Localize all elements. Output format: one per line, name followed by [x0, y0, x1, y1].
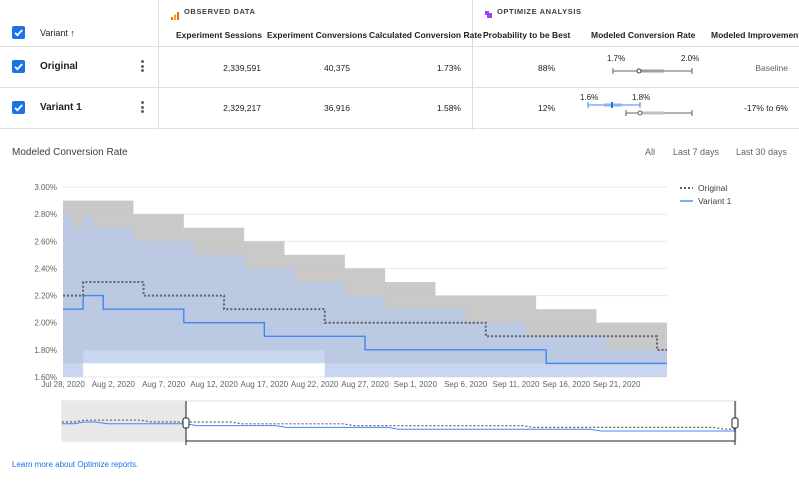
sessions-value: 2,329,217 — [223, 103, 261, 113]
table-bottom-divider — [0, 128, 799, 129]
sessions-value: 2,339,591 — [223, 63, 261, 73]
navigator-left-handle[interactable] — [182, 417, 190, 429]
column-header-prob-best[interactable]: Probability to be Best — [483, 30, 571, 40]
y-tick-label: 1.60% — [34, 373, 57, 382]
original-line — [63, 281, 667, 351]
tab-last-7-days[interactable]: Last 7 days — [673, 147, 720, 157]
x-tick-label: Sep 11, 2020 — [492, 380, 540, 389]
optimize-analysis-icon — [484, 6, 493, 24]
column-header-improvement[interactable]: Modeled Improvement — [711, 30, 799, 40]
navigator-original-line — [62, 419, 736, 430]
y-tick-label: 2.00% — [34, 319, 57, 328]
improvement-value: -17% to 6% — [744, 103, 788, 113]
observed-data-label: OBSERVED DATA — [184, 7, 256, 16]
range-high-label: 1.8% — [632, 93, 651, 102]
x-tick-label: Aug 2, 2020 — [92, 380, 136, 389]
sort-arrow-up-icon: ↑ — [70, 28, 75, 38]
row-checkbox-original[interactable] — [12, 60, 25, 73]
column-header-conversions[interactable]: Experiment Conversions — [267, 30, 368, 40]
tab-last-30-days[interactable]: Last 30 days — [736, 147, 788, 157]
modeled-range-bar — [612, 62, 694, 80]
y-tick-label: 2.80% — [34, 210, 57, 219]
x-tick-label: Aug 7, 2020 — [142, 380, 186, 389]
divider-observed — [158, 0, 159, 130]
row-divider — [0, 87, 799, 88]
x-tick-label: Aug 17, 2020 — [241, 380, 289, 389]
optimize-analysis-label: OPTIMIZE ANALYSIS — [497, 7, 582, 16]
chart-title: Modeled Conversion Rate — [12, 147, 128, 158]
conversions-value: 40,375 — [324, 63, 350, 73]
variant-header-label: Variant — [40, 28, 68, 38]
y-tick-label: 2.60% — [34, 237, 57, 246]
column-header-modeled-rate[interactable]: Modeled Conversion Rate — [591, 30, 696, 40]
navigator-right-handle[interactable] — [731, 417, 739, 429]
x-tick-label: Aug 22, 2020 — [291, 380, 339, 389]
variant-1-line — [63, 294, 667, 365]
modeled-range-bar — [586, 100, 694, 123]
range-high-label: 2.0% — [681, 54, 700, 63]
date-range-navigator — [61, 400, 739, 445]
x-tick-label: Aug 12, 2020 — [190, 380, 238, 389]
y-tick-label: 1.80% — [34, 346, 57, 355]
row-checkbox-variant-1[interactable] — [12, 101, 25, 114]
more-vert-icon[interactable] — [141, 60, 144, 74]
column-header-variant[interactable]: Variant ↑ — [40, 28, 75, 38]
select-all-checkbox[interactable] — [12, 26, 25, 39]
range-low-label: 1.6% — [580, 93, 599, 102]
y-tick-label: 2.20% — [34, 292, 57, 301]
x-tick-label: Sep 21, 2020 — [593, 380, 641, 389]
improvement-value: Baseline — [755, 63, 788, 73]
conversions-value: 36,916 — [324, 103, 350, 113]
modeled-conversion-chart: 3.00% 2.80% 2.60% 2.40% 2.20% 2.00% 1.80% 1.60%… — [34, 183, 732, 389]
x-tick-label: Sep 1, 2020 — [394, 380, 438, 389]
y-tick-label: 2.40% — [34, 264, 57, 273]
calc-rate-value: 1.73% — [436, 63, 461, 73]
calc-rate-value: 1.58% — [436, 103, 461, 113]
navigator-mask — [62, 401, 186, 441]
tab-all[interactable]: All — [645, 147, 656, 157]
variant-name: Variant 1 — [40, 102, 82, 113]
column-header-calc-rate[interactable]: Calculated Conversion Rate — [369, 30, 482, 40]
prob-best-value: 12% — [537, 103, 555, 113]
legend-label: Original — [698, 183, 727, 193]
more-vert-icon[interactable] — [141, 101, 144, 115]
navigator-variant-line — [62, 421, 736, 432]
observed-data-icon — [171, 7, 179, 25]
header-divider — [0, 46, 799, 47]
x-tick-label: Sep 16, 2020 — [543, 380, 591, 389]
column-header-sessions[interactable]: Experiment Sessions — [176, 30, 262, 40]
x-tick-label: Aug 27, 2020 — [341, 380, 389, 389]
variant-name: Original — [40, 61, 78, 72]
legend-label: Variant 1 — [698, 196, 732, 206]
divider-optimize — [472, 0, 473, 130]
x-tick-label: Jul 28, 2020 — [41, 380, 85, 389]
x-tick-label: Sep 6, 2020 — [444, 380, 488, 389]
prob-best-value: 88% — [537, 63, 555, 73]
range-low-label: 1.7% — [607, 54, 626, 63]
y-tick-label: 3.00% — [34, 183, 57, 192]
learn-more-link[interactable]: Learn more about Optimize reports. — [12, 460, 139, 469]
